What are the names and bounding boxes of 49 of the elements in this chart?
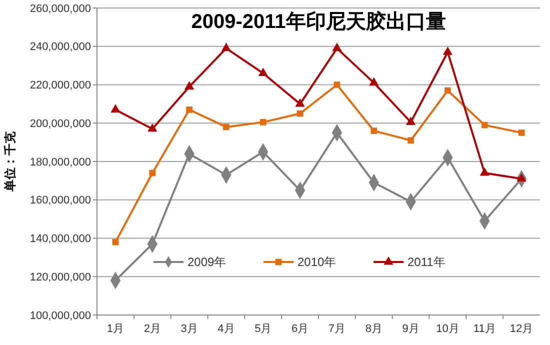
x-tick-label: 11月: [473, 323, 496, 335]
point: [408, 137, 414, 144]
point: [442, 46, 453, 55]
legend-label: 2010年: [298, 255, 336, 270]
point: [332, 42, 342, 52]
point: [369, 77, 379, 86]
point: [334, 82, 340, 88]
x-tick-label: 7月: [328, 323, 346, 335]
x-tick-label: 6月: [291, 323, 309, 335]
point: [518, 130, 525, 136]
point: [370, 128, 378, 134]
y-tick-label: 240,000,000: [30, 41, 91, 54]
point: [258, 68, 268, 76]
point: [112, 238, 119, 246]
y-tick-label: 160,000,000: [30, 194, 91, 207]
point: [148, 123, 158, 132]
y-tick-label: 200,000,000: [30, 118, 91, 130]
point: [296, 110, 304, 117]
chart-title: 2009-2011年印尼天胶出口量: [191, 10, 446, 33]
x-tick-label: 8月: [365, 323, 382, 335]
y-tick-label: 260,000,000: [30, 2, 91, 15]
x-tick-label: 12月: [510, 323, 534, 335]
legend-label: 2011年: [408, 255, 446, 270]
y-tick-label: 180,000,000: [30, 156, 91, 168]
y-tick-label: 120,000,000: [30, 271, 91, 284]
point: [481, 122, 488, 128]
x-tick-label: 4月: [218, 323, 235, 335]
x-tick-label: 2月: [144, 323, 161, 335]
y-tick-label: 220,000,000: [30, 80, 91, 92]
point: [295, 98, 305, 107]
point: [480, 167, 490, 176]
point: [223, 124, 230, 130]
point: [149, 170, 156, 176]
point: [444, 87, 451, 94]
legend-label: 2009年: [188, 255, 226, 270]
point: [110, 104, 120, 112]
x-tick-label: 3月: [180, 323, 198, 335]
x-tick-label: 9月: [402, 323, 420, 335]
point: [221, 42, 232, 52]
point: [186, 106, 192, 113]
point: [406, 116, 416, 125]
y-tick-label: 100,000,000: [30, 310, 91, 322]
point: [260, 119, 266, 126]
x-tick-label: 1月: [106, 323, 124, 335]
x-tick-label: 5月: [254, 323, 272, 335]
point: [184, 81, 194, 90]
y-tick-label: 140,000,000: [30, 233, 91, 246]
y-axis-title: 单位：千克: [3, 130, 17, 192]
x-tick-label: 10月: [436, 323, 460, 335]
